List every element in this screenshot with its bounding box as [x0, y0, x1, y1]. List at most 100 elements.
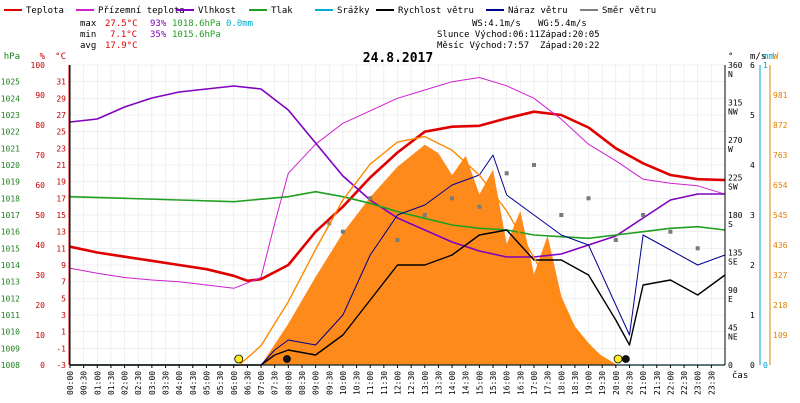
x-tick-label: 18:00	[557, 371, 566, 395]
axis-wind-direction-tick: 180	[728, 211, 743, 220]
axis-pressure-tick: 1018	[1, 194, 20, 203]
x-tick-label: 09:00	[312, 371, 321, 395]
sun-moon-markers	[234, 354, 630, 364]
stats-moonset: Západ:20:22	[540, 41, 600, 51]
axis-pressure-tick: 1014	[1, 261, 20, 270]
axis-wind-direction-tick: 360	[728, 61, 743, 70]
series-wind-direction-point	[695, 246, 700, 251]
x-tick-label: 23:30	[707, 371, 716, 395]
axis-rain-tick: 0	[763, 361, 768, 370]
axis-pressure-tick: 1008	[1, 361, 20, 370]
stats-sunset: Západ:20:05	[540, 30, 600, 40]
moonrise-marker	[283, 355, 291, 363]
axis-pressure-tick: 1024	[1, 94, 20, 103]
axis-temperature-tick: 21	[56, 161, 66, 170]
axis-solar-tick: 654	[773, 181, 788, 190]
axis-temperature-tick: 19	[56, 178, 66, 187]
stats-max-temp: 27.5°C	[105, 19, 138, 29]
axis-solar-tick: 436	[773, 241, 788, 250]
series-line-1	[69, 77, 726, 289]
x-tick-label: 17:00	[530, 371, 539, 395]
stats-max-press: 1018.6hPa	[172, 19, 221, 29]
axis-solar-tick: 763	[773, 151, 788, 160]
axis-temperature-tick: 23	[56, 144, 66, 153]
axis-compass-label: NE	[728, 333, 738, 342]
axis-pressure-tick: 1019	[1, 178, 20, 187]
axis-wind-direction-tick: 135	[728, 249, 743, 258]
axis-wind-speed-tick: 3	[750, 211, 755, 220]
axis-solar-tick: 872	[773, 121, 788, 130]
axis-pressure-tick: 1009	[1, 344, 20, 353]
axis-compass-label: NW	[728, 108, 738, 117]
x-tick-label: 04:30	[189, 371, 198, 395]
x-tick-label: 05:00	[203, 371, 212, 395]
series-wind-direction-point	[368, 196, 373, 201]
series-wind-direction-point	[532, 163, 536, 167]
x-tick-label: 16:30	[516, 371, 525, 395]
axis-solar-tick: 981	[773, 91, 788, 100]
axis-pressure-tick: 1025	[1, 78, 20, 87]
legend-label-4: Srážky	[337, 6, 370, 16]
axis-compass-label: N	[728, 70, 733, 79]
axis-wind-direction-title: °	[728, 52, 733, 62]
stats-label-min: min	[80, 30, 96, 40]
x-tick-label: 17:30	[544, 371, 553, 395]
legend-label-3: Tlak	[271, 6, 293, 16]
axis-temperature-tick: 9	[61, 261, 66, 270]
axis-temperature-tick: 17	[56, 194, 66, 203]
sunrise-marker	[234, 354, 244, 364]
x-tick-label: 09:30	[325, 371, 334, 395]
x-tick-label: 12:00	[394, 371, 403, 395]
series-wind-direction-point	[641, 213, 646, 217]
axis-temperature-tick: 25	[56, 128, 66, 137]
axis-wind-speed-tick: 0	[750, 361, 755, 370]
stats-avg-temp: 17.9°C	[105, 41, 138, 51]
axis-wind-speed-tick: 2	[750, 261, 755, 270]
axis-wind-speed-tick: 6	[750, 61, 755, 70]
x-axis-label: čas	[732, 370, 748, 381]
stats-sunrise: Slunce Východ:06:11	[437, 30, 540, 40]
legend-label-1: Přízemní teplota	[98, 6, 185, 16]
x-tick-label: 22:00	[666, 371, 675, 395]
moonset-marker	[621, 355, 630, 363]
axis-temperature-tick: 29	[56, 94, 66, 103]
stats-wind-gust: WG:5.4m/s	[538, 19, 587, 29]
x-tick-label: 13:30	[434, 371, 443, 395]
x-tick-label: 08:30	[298, 371, 307, 395]
x-tick-label: 10:00	[339, 371, 348, 395]
x-tick-label: 02:30	[134, 371, 143, 395]
axis-temperature-tick: 27	[56, 111, 66, 120]
stats-max-hum: 93%	[150, 19, 167, 29]
axis-humidity-tick: 30	[35, 271, 45, 280]
series-line-0	[69, 110, 726, 283]
axis-wind-speed-tick: 4	[750, 161, 755, 170]
legend-label-0: Teplota	[26, 6, 64, 16]
x-tick-label: 14:30	[462, 371, 471, 395]
axis-compass-label: E	[728, 295, 733, 304]
stats-min-hum: 35%	[150, 30, 167, 40]
stats-max-rain: 0.0mm	[226, 19, 253, 29]
x-tick-label: 01:00	[93, 371, 102, 395]
axis-temperature-title: °C	[55, 52, 66, 62]
series-wind-direction-point	[340, 229, 345, 234]
x-tick-label: 23:00	[694, 371, 703, 395]
axis-wind-direction-tick: 315	[728, 99, 743, 108]
stats-block: max 27.5°C 93% 1018.6hPa 0.0mm min 7.1°C…	[80, 19, 600, 51]
sunset-marker	[613, 354, 623, 364]
axis-wind-speed-tick: 1	[750, 311, 755, 320]
axis-pressure-tick: 1021	[1, 144, 20, 153]
x-tick-label: 19:30	[598, 371, 607, 395]
axis-wind-direction-tick: 45	[728, 324, 738, 333]
x-tick-label: 00:30	[80, 371, 89, 395]
axis-temperature-tick: 3	[61, 311, 66, 320]
axis-humidity-tick: 90	[35, 91, 45, 100]
x-tick-label: 02:00	[121, 371, 130, 395]
x-tick-label: 12:30	[407, 371, 416, 395]
x-tick-label: 14:00	[448, 371, 457, 395]
stats-label-max: max	[80, 19, 97, 29]
series-wind-direction-point	[586, 196, 591, 201]
x-tick-label: 16:00	[503, 371, 512, 395]
axis-wind-direction-tick: 0	[728, 361, 733, 370]
series-wind-direction-point	[450, 196, 455, 201]
